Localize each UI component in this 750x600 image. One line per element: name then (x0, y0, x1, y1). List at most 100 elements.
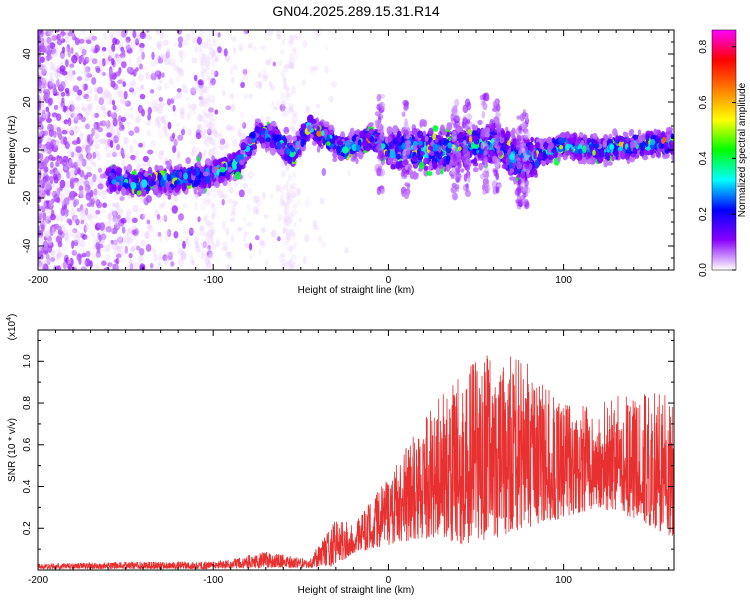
spectrogram-cell (111, 150, 118, 156)
spectrogram-cell (85, 56, 93, 62)
spectrogram-cell (97, 167, 103, 173)
spectrogram-cell (65, 81, 69, 86)
spectrogram-cell (164, 155, 169, 162)
spectrogram-cell (280, 92, 285, 100)
spectrogram-cell (209, 227, 216, 235)
spectrogram-cell (166, 98, 172, 106)
spectrogram-cell (74, 125, 80, 134)
spectrogram-cell (246, 188, 253, 195)
spectrogram-cell (156, 213, 161, 220)
spectrogram-cell (196, 36, 202, 45)
spectrogram-cell (260, 68, 267, 75)
spectrogram-cell (254, 126, 260, 133)
spectrogram-cell (101, 260, 107, 267)
spectrogram-cell (361, 139, 369, 147)
spectrogram-cell (100, 106, 107, 112)
spectrogram-cell (156, 69, 160, 76)
spectrogram-cell (301, 79, 306, 86)
spectrogram-cell (40, 205, 46, 213)
spectrogram-cell (312, 220, 318, 228)
spectrogram-cell (55, 72, 61, 80)
spectrogram-cell (89, 166, 94, 172)
spectrogram-cell (164, 234, 170, 242)
spectrogram-cell (155, 115, 161, 123)
spectrogram-cell (294, 34, 299, 40)
spectrogram-cell (201, 84, 207, 93)
spectrogram-cell (40, 143, 47, 149)
spectrogram-cell (94, 133, 99, 139)
spectrogram-cell (277, 186, 281, 193)
spectrogram-cell (287, 218, 294, 224)
spectrogram-cell (56, 265, 62, 270)
spectrogram-cell (258, 136, 265, 144)
spectrogram-cell (171, 205, 178, 214)
spectrogram-cell (44, 258, 51, 264)
spectrogram-cell (302, 40, 308, 49)
spectrogram-cell (146, 224, 152, 231)
spectrogram-cell (505, 157, 510, 165)
spectrogram-cell (96, 201, 103, 209)
spectrogram-cell (268, 57, 273, 63)
spectrogram-cell (200, 67, 206, 75)
spectrogram-cell (159, 101, 165, 109)
spectrogram-cell (204, 266, 210, 270)
spectrogram-cell (290, 34, 296, 40)
spectrogram-cell (131, 80, 137, 89)
spectrogram-cell (307, 124, 311, 133)
spectrogram-cell (125, 228, 131, 236)
spectrogram-cell (52, 167, 58, 174)
spectrogram-cell (43, 86, 48, 92)
spectrogram-cell (66, 162, 71, 167)
spectrogram-cell (299, 129, 304, 138)
spectrogram-cell (432, 161, 438, 169)
spectrogram-cell (44, 200, 50, 206)
spectrogram-cell (315, 103, 320, 109)
spectrogram-cell (93, 135, 99, 145)
spectrogram-cell (44, 182, 51, 190)
spectrogram-cell (141, 65, 148, 71)
spectrogram-cell (63, 197, 70, 206)
spectrogram-cell (109, 124, 114, 131)
spectrogram-cell (58, 155, 63, 165)
spectrogram-cell (442, 139, 449, 146)
spectrogram-cell (145, 195, 152, 203)
spectrogram-cell (265, 116, 271, 122)
spectrogram-cell (67, 31, 73, 37)
spectrogram-cell (59, 32, 64, 41)
spectrogram-cell (158, 97, 164, 102)
spectrogram-cell (257, 249, 262, 256)
spectrogram-cell (261, 191, 266, 200)
spectrogram-cell (210, 138, 217, 145)
spectrogram-cell (292, 241, 297, 249)
spectrogram-cell (158, 57, 164, 64)
spectrogram-cell (157, 172, 162, 181)
spectrogram-cell (292, 171, 296, 178)
spectrogram-cell (107, 262, 113, 267)
spectrogram-cell (68, 170, 75, 179)
spectrogram-cell (526, 173, 531, 179)
spectrogram-cell (131, 217, 138, 224)
spectrogram-cell (237, 128, 242, 137)
spectrogram-cell (178, 213, 184, 221)
spectrogram-cell (75, 96, 82, 102)
spectrogram-cell (81, 81, 85, 91)
spectrogram-cell (154, 117, 160, 127)
spectrogram-cell (155, 70, 161, 77)
spectrogram-cell (129, 87, 135, 93)
spectrogram-cell (112, 117, 118, 127)
spectrogram-cell (147, 159, 151, 167)
spectrogram-cell (359, 130, 365, 139)
spectrogram-cell (190, 139, 197, 146)
spectrogram-cell (175, 65, 180, 72)
spectrogram-cell (246, 204, 250, 212)
spectrogram-cell (620, 150, 625, 159)
spectrogram-cell (51, 35, 58, 41)
spectrogram-cell (129, 264, 133, 270)
spectrogram-cell (126, 237, 131, 246)
spectrogram-cell (50, 161, 54, 169)
spectrogram-cell (91, 213, 98, 219)
spectrogram-cell (117, 167, 122, 173)
spectrogram-cell (255, 198, 262, 208)
spectrogram-cell (151, 70, 155, 76)
spectrogram-cell (42, 115, 47, 122)
